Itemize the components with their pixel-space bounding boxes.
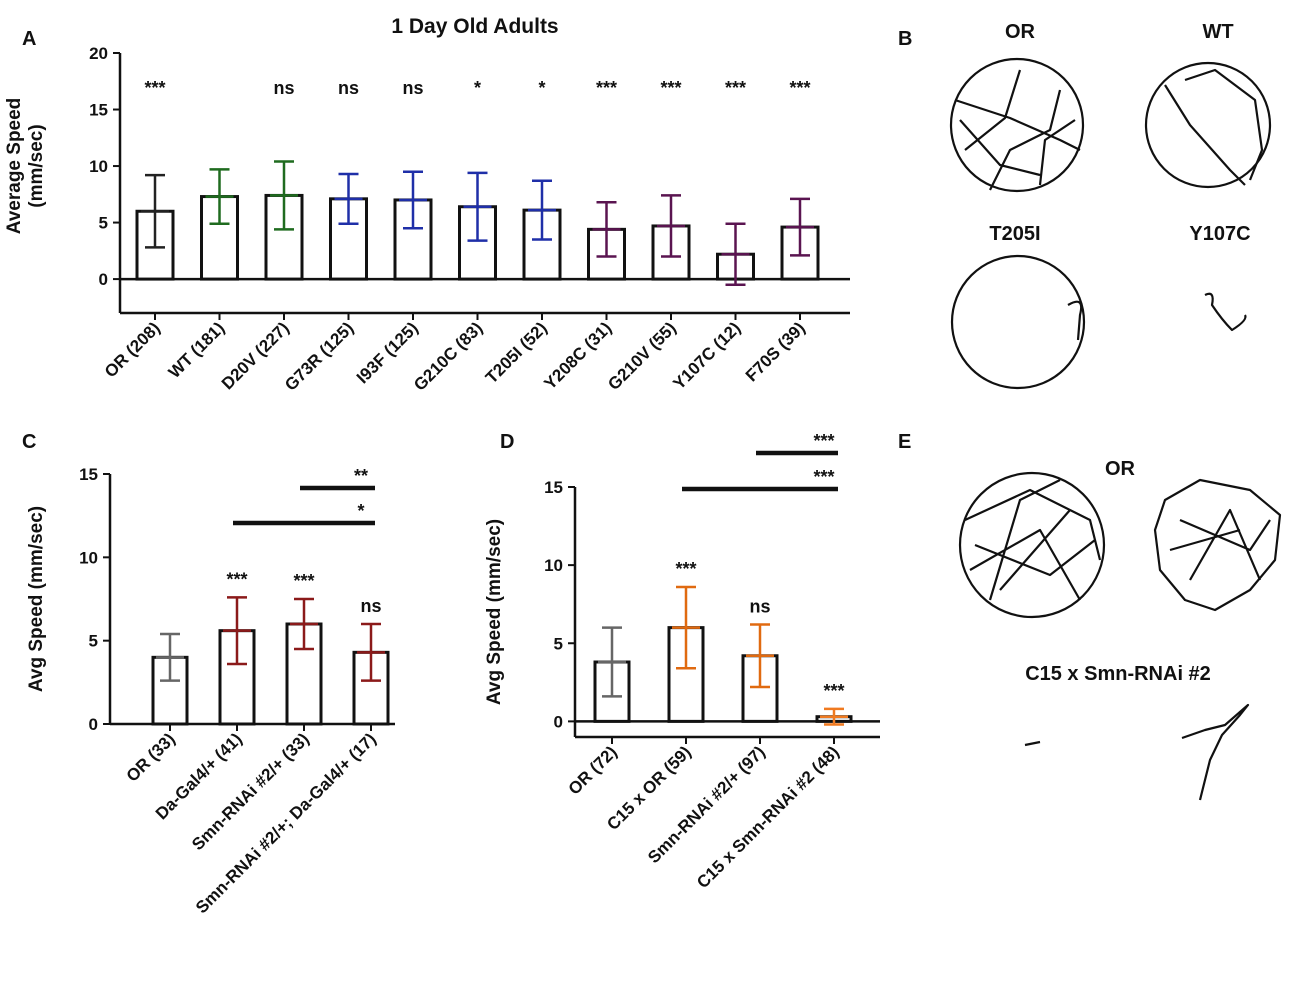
- panel-label: B: [898, 28, 912, 50]
- track: [1164, 68, 1264, 186]
- significance: *: [538, 78, 545, 98]
- panel-label: C: [22, 431, 36, 453]
- x-tick-label: OR (72): [565, 742, 621, 798]
- chart-title: 1 Day Old Adults: [391, 15, 558, 38]
- y-axis-label: Avg Speed (mm/sec): [484, 519, 505, 705]
- arena: [1144, 61, 1272, 189]
- y-tick-label: 5: [89, 632, 98, 651]
- y-tick-label: 15: [544, 478, 563, 497]
- track-label: OR: [1005, 21, 1036, 43]
- x-tick-label: F70S (39): [742, 318, 809, 385]
- track: [1204, 292, 1247, 332]
- x-tick-label: G210C (83): [410, 318, 486, 394]
- y-tick-label: 0: [89, 715, 98, 734]
- track: [954, 69, 1081, 191]
- significance: ***: [823, 681, 844, 701]
- y-axis-label: Average Speed: [4, 98, 25, 235]
- significance: ***: [660, 78, 681, 98]
- track: [964, 479, 1102, 601]
- bar: [667, 626, 705, 723]
- track-label: WT: [1202, 21, 1233, 43]
- x-tick-label: T205I (52): [482, 318, 551, 387]
- track-label: OR: [1105, 458, 1136, 480]
- track-label: Y107C: [1189, 223, 1250, 245]
- significance: ***: [226, 569, 247, 589]
- x-tick-label: I93F (125): [353, 318, 422, 387]
- comparison-label: ***: [813, 467, 834, 487]
- y-tick-label: 10: [544, 556, 563, 575]
- arena: [949, 57, 1085, 193]
- comparison-label: **: [354, 466, 368, 486]
- tracks: [949, 57, 1282, 801]
- x-tick-label: Y107C (12): [669, 318, 744, 393]
- y-tick-label: 5: [99, 214, 108, 233]
- panel-label: D: [500, 431, 514, 453]
- significance: ***: [675, 559, 696, 579]
- significance: ns: [338, 78, 359, 98]
- y-tick-label: 20: [89, 44, 108, 63]
- comparison-label: ***: [813, 431, 834, 451]
- significance: ns: [402, 78, 423, 98]
- arena: [958, 471, 1106, 619]
- x-tick-label: WT (181): [165, 318, 229, 382]
- y-tick-label: 15: [79, 465, 98, 484]
- significance: ns: [273, 78, 294, 98]
- y-axis-label: (mm/sec): [26, 124, 47, 207]
- y-tick-label: 0: [99, 270, 108, 289]
- arena: [950, 254, 1086, 390]
- x-tick-label: C15 x Smn-RNAi #2 (48): [693, 742, 843, 892]
- comparison-label: *: [357, 501, 364, 521]
- x-tick-label: G210V (55): [604, 318, 680, 394]
- significance: ***: [596, 78, 617, 98]
- track: [1067, 300, 1083, 341]
- x-tick-label: OR (208): [101, 318, 164, 381]
- significance: ***: [789, 78, 810, 98]
- x-tick-label: OR (33): [123, 729, 179, 785]
- y-tick-label: 0: [554, 712, 563, 731]
- y-tick-label: 5: [554, 634, 563, 653]
- x-tick-label: Y208C (31): [540, 318, 615, 393]
- significance: ns: [360, 596, 381, 616]
- x-tick-label: Smn-RNAi #2/+ (33): [188, 729, 313, 854]
- y-axis-label: Avg Speed (mm/sec): [26, 506, 47, 692]
- track-label: C15 x Smn-RNAi #2: [1025, 663, 1211, 685]
- y-tick-label: 10: [89, 157, 108, 176]
- significance: ***: [144, 78, 165, 98]
- significance: *: [474, 78, 481, 98]
- panel-label: E: [898, 431, 911, 453]
- track: [1024, 740, 1041, 747]
- significance: ns: [749, 597, 770, 617]
- track-label: T205I: [989, 223, 1040, 245]
- x-tick-label: G73R (125): [281, 318, 357, 394]
- y-tick-label: 10: [79, 548, 98, 567]
- track: [1181, 703, 1250, 801]
- significance: ***: [725, 78, 746, 98]
- panel-label: A: [22, 28, 36, 50]
- significance: ***: [293, 571, 314, 591]
- track: [1153, 478, 1282, 612]
- y-tick-label: 15: [89, 101, 108, 120]
